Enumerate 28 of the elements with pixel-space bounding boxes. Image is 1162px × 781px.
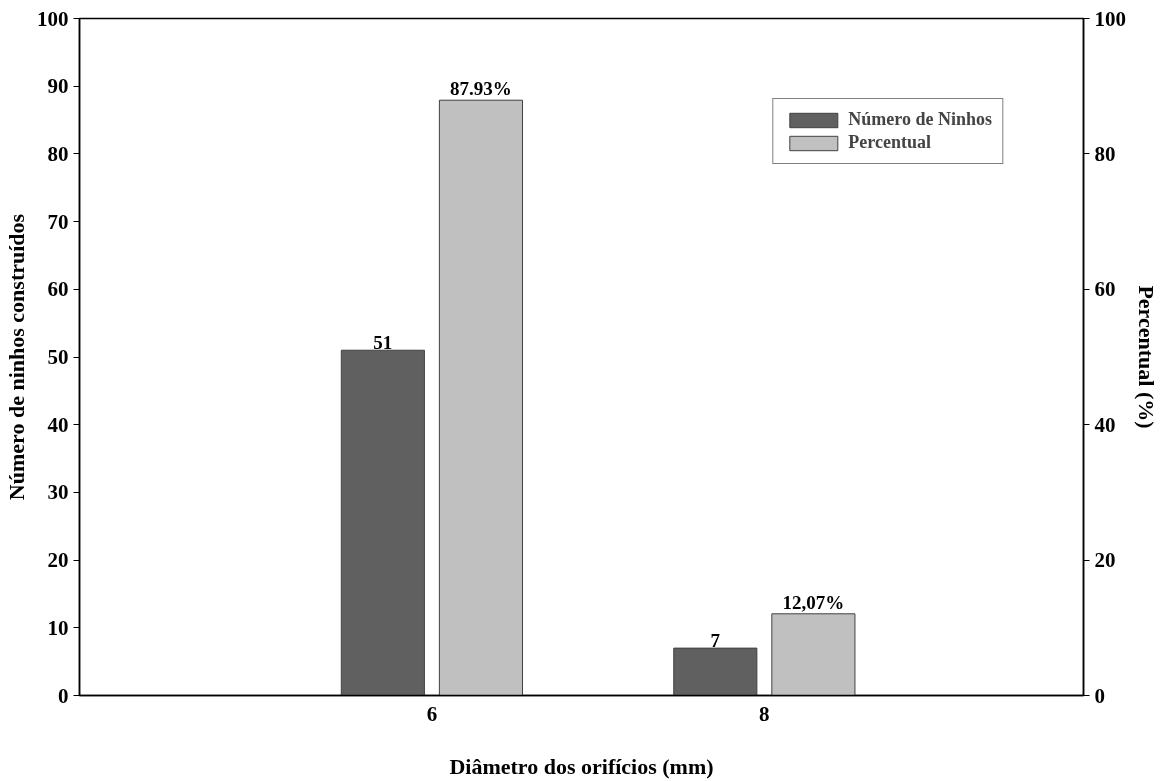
data-label: 12,07% (782, 591, 845, 613)
x-tick-label: 6 (426, 701, 438, 726)
y2-tick-label: 0 (1094, 683, 1105, 708)
legend-label: Número de Ninhos (848, 109, 992, 130)
y-tick-label: 50 (47, 345, 69, 369)
data-label: 51 (373, 332, 393, 354)
y-tick-label: 100 (37, 6, 69, 31)
y-tick-label: 20 (47, 548, 69, 573)
y-tick-label: 40 (47, 412, 69, 437)
data-label: 7 (710, 630, 721, 652)
y-tick-label: 60 (47, 277, 69, 302)
y2-tick-label: 40 (1094, 412, 1116, 437)
y-tick-label: 30 (47, 480, 69, 505)
y2-tick-label: 20 (1094, 548, 1116, 573)
y2-axis-title: Percentual (%) (1134, 285, 1159, 429)
y2-tick-label: 60 (1094, 277, 1116, 302)
y-tick-label: 90 (47, 74, 69, 99)
y-tick-label: 80 (47, 141, 69, 166)
y-tick-label: 10 (47, 615, 69, 640)
y-tick-label: 70 (47, 209, 69, 234)
x-axis-title: Diâmetro dos orifícios (mm) (449, 753, 714, 779)
y-tick-label: 0 (58, 683, 69, 708)
y2-tick-label: 80 (1094, 141, 1116, 166)
x-tick-label: 8 (759, 701, 770, 726)
y2-tick-label: 100 (1094, 6, 1126, 31)
legend-label: Percentual (848, 132, 931, 153)
data-label: 87.93% (450, 78, 512, 100)
y-axis-title: Número de ninhos construídos (4, 213, 29, 501)
